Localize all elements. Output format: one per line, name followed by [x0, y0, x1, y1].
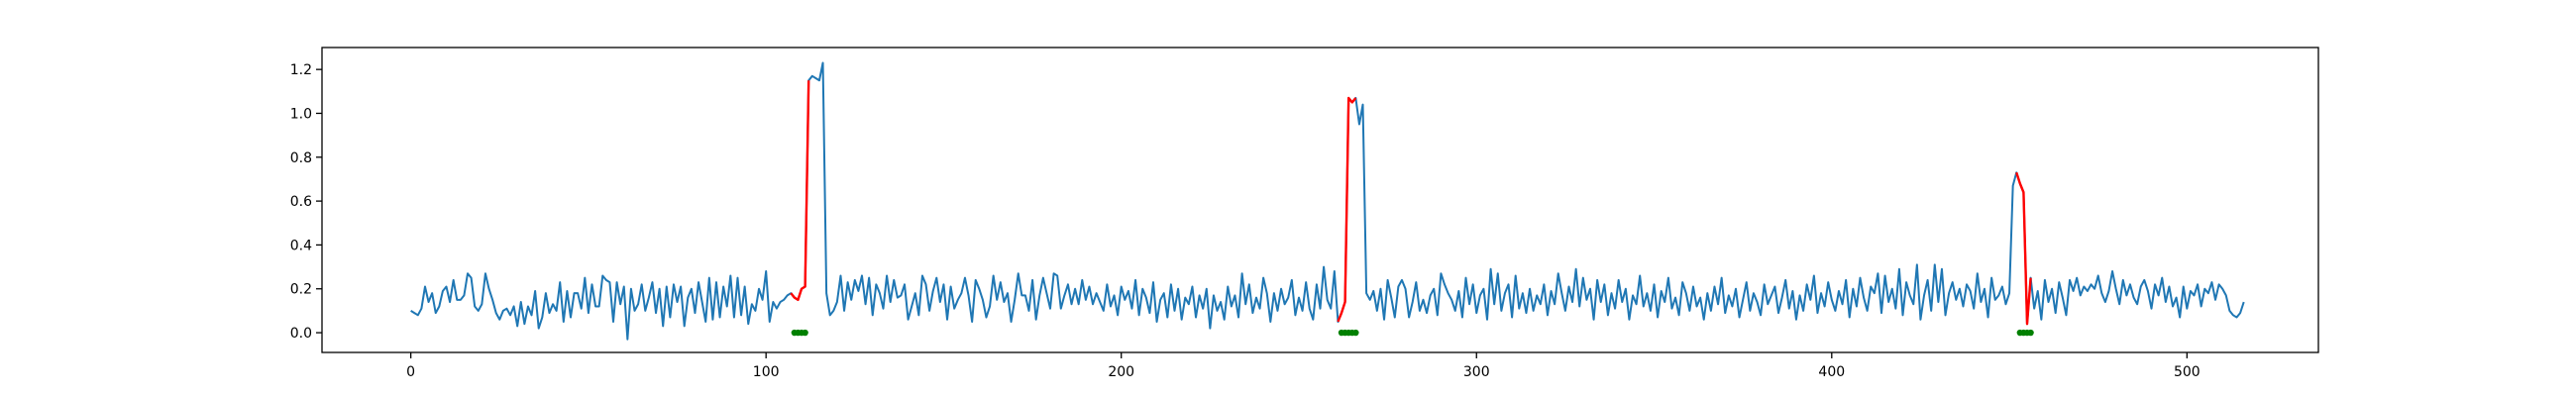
- y-tick-label-4: 0.8: [290, 150, 312, 166]
- plot-frame: [321, 47, 2319, 353]
- series-line: [410, 61, 2245, 341]
- x-tick-label-100: 100: [753, 364, 780, 380]
- x-axis: 0 100 200 300 400 500: [406, 352, 2200, 380]
- y-tick-label-3: 0.6: [290, 194, 312, 210]
- x-tick-label-200: 200: [1108, 364, 1134, 380]
- y-tick-label-5: 1.0: [290, 106, 312, 122]
- marker-point-1-4: [802, 329, 808, 337]
- anomaly-segment-3: [2015, 171, 2032, 326]
- x-tick-label-500: 500: [2174, 364, 2200, 380]
- y-tick-label-2: 0.4: [290, 238, 312, 253]
- y-tick-label-1: 0.2: [290, 282, 312, 298]
- marker-point-2-5: [1352, 329, 1359, 337]
- x-tick-label-0: 0: [406, 364, 415, 380]
- anomaly-segment-2: [1337, 96, 1357, 323]
- marker-point-3-4: [2027, 329, 2034, 337]
- marker-layer: [791, 329, 2034, 337]
- series-layer: [410, 61, 2245, 341]
- y-tick-label-0: 0.0: [290, 326, 312, 342]
- x-tick-label-300: 300: [1463, 364, 1490, 380]
- anomaly-segment-1: [790, 80, 810, 302]
- x-tick-label-400: 400: [1818, 364, 1845, 380]
- y-tick-label-6: 1.2: [290, 62, 312, 78]
- y-axis: 0.0 0.2 0.4 0.6 0.8 1.0 1.2: [290, 62, 322, 342]
- anomaly-layer: [790, 80, 2032, 326]
